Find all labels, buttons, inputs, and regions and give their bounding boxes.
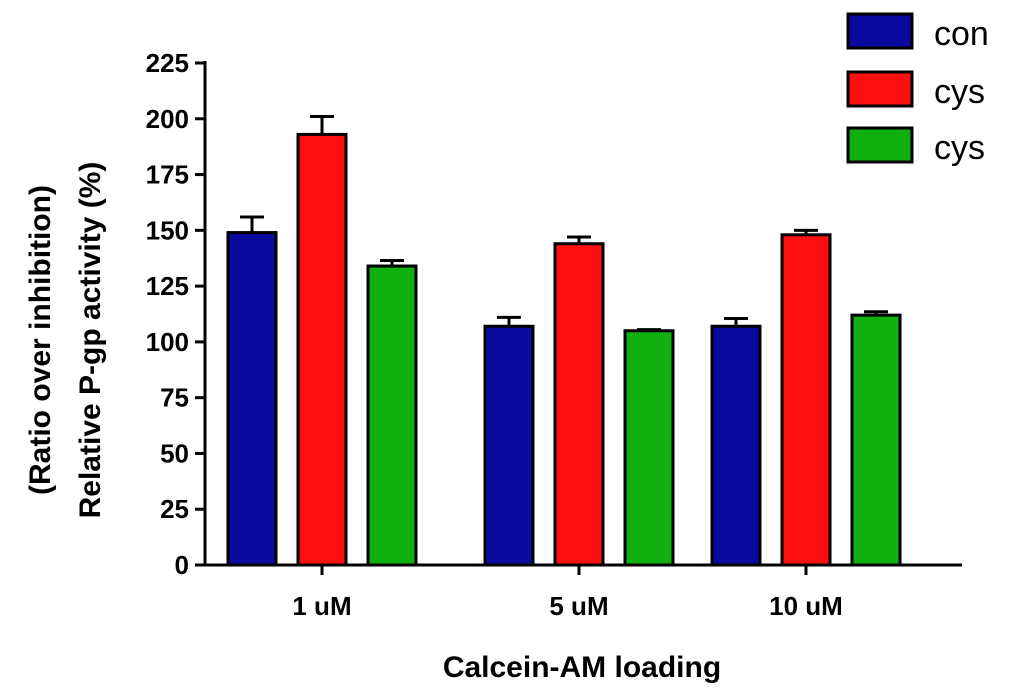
y-axis-title: (Ratio over inhibition) Relative P-gp ac…: [24, 162, 107, 519]
bar-group-item: [483, 315, 535, 567]
x-axis-title: Calcein-AM loading: [443, 651, 721, 684]
y-axis-title-line-2: Relative P-gp activity (%): [74, 162, 107, 519]
legend-swatch: [846, 12, 914, 50]
y-tick-label: 175: [146, 160, 189, 190]
bar-group-item: [553, 235, 605, 567]
bar: [226, 231, 278, 567]
bars-group: [226, 115, 902, 567]
y-tick-label: 125: [146, 271, 189, 301]
legend-label: con: [934, 15, 989, 53]
y-tick-label: 0: [175, 550, 189, 580]
y-tick-label: 200: [146, 104, 189, 134]
bar-group-item: [296, 115, 348, 567]
bar: [850, 313, 902, 567]
bar: [623, 329, 675, 567]
bar-group-item: [366, 258, 418, 567]
bar-group-item: [623, 328, 675, 567]
bar-group-item: [226, 215, 278, 567]
legend-swatch: [846, 126, 914, 164]
y-tick-label: 75: [160, 383, 189, 413]
y-tick-labels: 0 25 50 75 100 125 150 175 200 225: [146, 48, 189, 580]
y-tick-label: 150: [146, 215, 189, 245]
legend-item: cys: [846, 126, 985, 167]
legend-label: cys: [934, 129, 985, 167]
bar-group-item: [780, 228, 832, 567]
legend-swatch: [846, 70, 914, 108]
y-tick-label: 50: [160, 438, 189, 468]
bar: [710, 324, 762, 567]
bar: [366, 264, 418, 567]
bar: [296, 132, 348, 567]
legend-item: con: [846, 12, 989, 53]
x-tick-label: 1 uM: [292, 591, 351, 621]
x-tick-label: 10 uM: [769, 591, 843, 621]
bar: [780, 233, 832, 567]
legend: con cys cys: [846, 12, 989, 167]
bar-group-item: [710, 316, 762, 567]
bar-group-item: [850, 310, 902, 567]
y-axis-title-line-1: (Ratio over inhibition): [24, 185, 57, 495]
y-tick-label: 25: [160, 494, 189, 524]
y-tick-label: 100: [146, 327, 189, 357]
x-tick-label: 5 uM: [549, 591, 608, 621]
legend-item: cys: [846, 70, 985, 111]
bar: [553, 242, 605, 567]
bar: [483, 324, 535, 567]
x-tick-labels: 1 uM 5 uM 10 uM: [292, 591, 842, 621]
y-tick-label: 225: [146, 48, 189, 78]
legend-label: cys: [934, 73, 985, 111]
